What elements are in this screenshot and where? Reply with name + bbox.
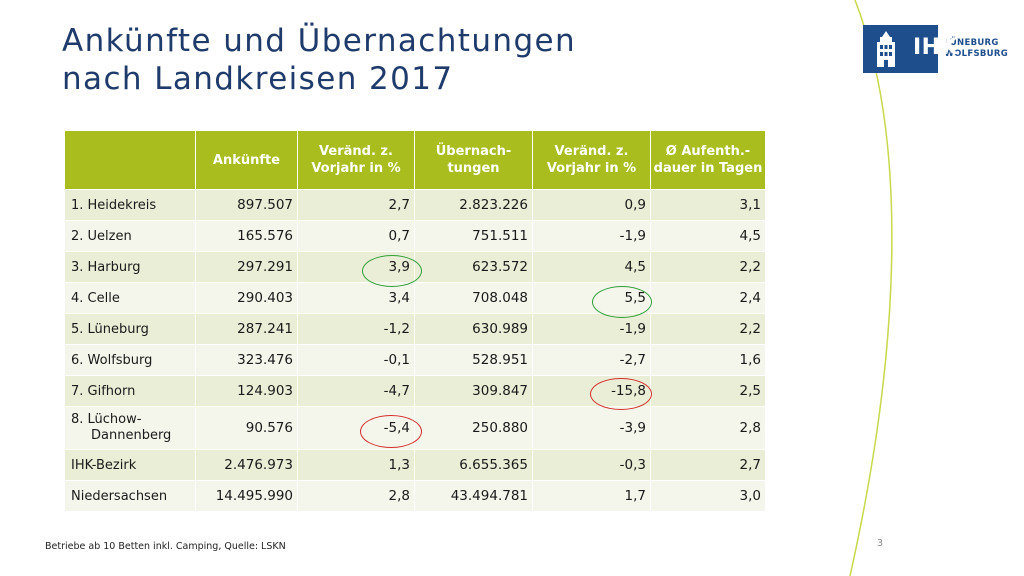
logo-box: IHK bbox=[863, 25, 958, 73]
table-cell: 290.403 bbox=[196, 283, 297, 313]
logo-line-2: WOLFSBURG bbox=[944, 49, 1008, 59]
table-cell: 751.511 bbox=[415, 221, 532, 251]
table-cell: 2,7 bbox=[651, 450, 765, 480]
table-cell: 6.655.365 bbox=[415, 450, 532, 480]
table-cell: 2,2 bbox=[651, 314, 765, 344]
table-row: IHK-Bezirk 2.476.973 1,3 6.655.365 -0,3 2,7 bbox=[65, 450, 765, 480]
table-cell: 897.507 bbox=[196, 190, 297, 220]
row-label: IHK-Bezirk bbox=[65, 450, 195, 480]
table-cell: -1,9 bbox=[533, 314, 650, 344]
statistics-table: Ankünfte Veränd. z. Vorjahr in % Übernach-… bbox=[64, 130, 766, 512]
table-cell: 4,5 bbox=[651, 221, 765, 251]
table-row: 5. Lüneburg 287.241 -1,2 630.989 -1,9 2,2 bbox=[65, 314, 765, 344]
table-row: Niedersachsen 14.495.990 2,8 43.494.781 1,7 3… bbox=[65, 481, 765, 511]
row-label: Niedersachsen bbox=[65, 481, 195, 511]
table-cell: 2,5 bbox=[651, 376, 765, 406]
table-cell: 528.951 bbox=[415, 345, 532, 375]
logo-line-1: LÜNEBURG bbox=[944, 38, 999, 48]
table-cell: 124.903 bbox=[196, 376, 297, 406]
table-body: 1. Heidekreis 897.507 2,7 2.823.226 0,9 3,1 2.… bbox=[65, 190, 765, 511]
table-cell: 250.880 bbox=[415, 407, 532, 449]
table-cell: -0,3 bbox=[533, 450, 650, 480]
table-cell: 3,1 bbox=[651, 190, 765, 220]
table-cell: 297.291 bbox=[196, 252, 297, 282]
table-cell: 2.476.973 bbox=[196, 450, 297, 480]
table-cell: 2,2 bbox=[651, 252, 765, 282]
row-label: 7. Gifhorn bbox=[65, 376, 195, 406]
table-cell: 309.847 bbox=[415, 376, 532, 406]
table-cell: -1,2 bbox=[298, 314, 414, 344]
table-cell: 287.241 bbox=[196, 314, 297, 344]
table-cell: 1,6 bbox=[651, 345, 765, 375]
slide-title: Ankünfte und Übernachtungen nach Landkre… bbox=[62, 23, 577, 97]
table-cell: 3,0 bbox=[651, 481, 765, 511]
page-number: 3 bbox=[877, 538, 884, 549]
row-label-line: 8. Lüchow- bbox=[71, 412, 142, 427]
table-cell: -0,1 bbox=[298, 345, 414, 375]
table-cell: 1,3 bbox=[298, 450, 414, 480]
table-row: 1. Heidekreis 897.507 2,7 2.823.226 0,9 3,1 bbox=[65, 190, 765, 220]
table-row: 2. Uelzen 165.576 0,7 751.511 -1,9 4,5 bbox=[65, 221, 765, 251]
ihk-logo: IHK LÜNEBURG WOLFSBURG bbox=[863, 25, 1008, 73]
header-cell: Ø Aufenth.- dauer in Tagen bbox=[651, 131, 765, 189]
row-label: 3. Harburg bbox=[65, 252, 195, 282]
row-label: 8. Lüchow- Dannenberg bbox=[65, 407, 195, 449]
table-cell: 3,9 bbox=[298, 252, 414, 282]
header-cell: Übernach- tungen bbox=[415, 131, 532, 189]
table-cell: 708.048 bbox=[415, 283, 532, 313]
table-header-row: Ankünfte Veränd. z. Vorjahr in % Übernach-… bbox=[65, 131, 765, 189]
row-label: 5. Lüneburg bbox=[65, 314, 195, 344]
source-footnote: Betriebe ab 10 Betten inkl. Camping, Que… bbox=[45, 541, 286, 552]
table-row: 7. Gifhorn 124.903 -4,7 309.847 -15,8 2,5 bbox=[65, 376, 765, 406]
table-cell: 1,7 bbox=[533, 481, 650, 511]
logo-text: LÜNEBURG WOLFSBURG bbox=[944, 38, 1008, 60]
table-cell: 5,5 bbox=[533, 283, 650, 313]
table-row: 3. Harburg 297.291 3,9 623.572 4,5 2,2 bbox=[65, 252, 765, 282]
table-row: 8. Lüchow- Dannenberg 90.576 -5,4 250.880 -3,… bbox=[65, 407, 765, 449]
town-hall-icon bbox=[877, 31, 895, 67]
table-cell: -5,4 bbox=[298, 407, 414, 449]
table-cell: 165.576 bbox=[196, 221, 297, 251]
table-cell: 3,4 bbox=[298, 283, 414, 313]
table-cell: 90.576 bbox=[196, 407, 297, 449]
header-cell: Veränd. z. Vorjahr in % bbox=[298, 131, 414, 189]
table-cell: 43.494.781 bbox=[415, 481, 532, 511]
table-cell: 14.495.990 bbox=[196, 481, 297, 511]
table-cell: 0,7 bbox=[298, 221, 414, 251]
header-cell: Veränd. z. Vorjahr in % bbox=[533, 131, 650, 189]
logo-brand: IHK bbox=[913, 35, 959, 60]
table-cell: -2,7 bbox=[533, 345, 650, 375]
table-cell: 2,4 bbox=[651, 283, 765, 313]
row-label: 2. Uelzen bbox=[65, 221, 195, 251]
table-cell: 323.476 bbox=[196, 345, 297, 375]
table-cell: 2,8 bbox=[651, 407, 765, 449]
header-cell-blank bbox=[65, 131, 195, 189]
row-label: 4. Celle bbox=[65, 283, 195, 313]
row-label: 1. Heidekreis bbox=[65, 190, 195, 220]
table-row: 6. Wolfsburg 323.476 -0,1 528.951 -2,7 1,6 bbox=[65, 345, 765, 375]
table-cell: -15,8 bbox=[533, 376, 650, 406]
table-cell: -1,9 bbox=[533, 221, 650, 251]
table-cell: 2.823.226 bbox=[415, 190, 532, 220]
table-cell: 0,9 bbox=[533, 190, 650, 220]
table-cell: 623.572 bbox=[415, 252, 532, 282]
table-cell: -3,9 bbox=[533, 407, 650, 449]
table-row: 4. Celle 290.403 3,4 708.048 5,5 2,4 bbox=[65, 283, 765, 313]
table-cell: 4,5 bbox=[533, 252, 650, 282]
table-cell: 630.989 bbox=[415, 314, 532, 344]
table-cell: -4,7 bbox=[298, 376, 414, 406]
row-label: 6. Wolfsburg bbox=[65, 345, 195, 375]
header-cell: Ankünfte bbox=[196, 131, 297, 189]
table-cell: 2,7 bbox=[298, 190, 414, 220]
row-label-line: Dannenberg bbox=[91, 428, 172, 443]
table-cell: 2,8 bbox=[298, 481, 414, 511]
